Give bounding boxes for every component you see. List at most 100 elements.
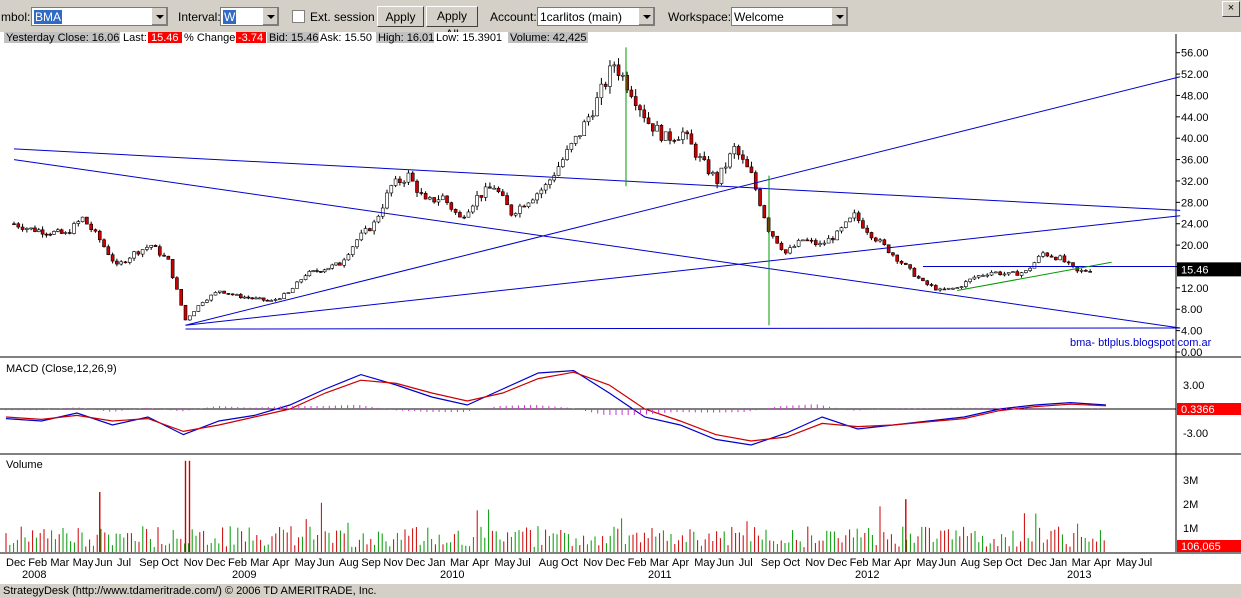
close-icon[interactable]: × bbox=[1222, 1, 1240, 17]
candle-body bbox=[303, 275, 308, 280]
chevron-down-icon[interactable] bbox=[831, 8, 847, 25]
candle-body bbox=[334, 262, 338, 266]
candle-body bbox=[265, 299, 270, 302]
apply-all-button[interactable]: Apply All bbox=[426, 6, 478, 41]
candle-body bbox=[976, 275, 981, 278]
status-bar: StrategyDesk (http://www.tdameritrade.co… bbox=[0, 584, 1241, 598]
account-combobox[interactable]: 1carlitos (main) bbox=[537, 7, 655, 26]
chevron-down-icon[interactable] bbox=[151, 8, 167, 25]
candle-body bbox=[432, 197, 436, 203]
ext-session-checkbox[interactable] bbox=[292, 10, 305, 23]
candle-body bbox=[40, 229, 45, 235]
candle-body bbox=[1054, 256, 1058, 261]
candle-body bbox=[959, 286, 964, 288]
candle-body bbox=[783, 249, 788, 254]
symbol-value: BMA bbox=[34, 10, 63, 24]
candle-body bbox=[1024, 270, 1028, 273]
apply-button[interactable]: Apply bbox=[377, 6, 424, 27]
candle-body bbox=[1049, 255, 1054, 258]
candle-body bbox=[350, 246, 355, 255]
candle-body bbox=[513, 213, 518, 216]
x-month-label: Feb bbox=[28, 557, 47, 569]
candle-body bbox=[792, 246, 797, 248]
candle-body bbox=[771, 231, 775, 237]
support-line bbox=[957, 261, 1112, 292]
candle-body bbox=[972, 276, 977, 280]
x-month-label: Jul bbox=[739, 557, 753, 569]
candle-body bbox=[393, 178, 398, 186]
candle-body bbox=[530, 199, 535, 204]
low-value: Low: 15.3901 bbox=[436, 32, 502, 44]
x-year-label: 2012 bbox=[855, 569, 879, 581]
candle-body bbox=[741, 154, 745, 160]
candle-body bbox=[466, 211, 471, 218]
candle-body bbox=[929, 284, 934, 286]
candle-body bbox=[801, 239, 805, 242]
candle-body bbox=[145, 247, 149, 250]
candle-body bbox=[633, 96, 638, 106]
y-tick-label: 4.00 bbox=[1181, 326, 1202, 338]
y-tick-label: 48.00 bbox=[1181, 90, 1209, 102]
candle-body bbox=[951, 287, 955, 290]
candle-body bbox=[254, 297, 258, 300]
candle-body bbox=[162, 254, 166, 257]
y-tick-label: 0.00 bbox=[1181, 347, 1202, 359]
candle-body bbox=[1045, 252, 1050, 257]
candle-body bbox=[307, 271, 312, 277]
candle-body bbox=[839, 227, 844, 232]
candle-body bbox=[29, 227, 33, 230]
x-month-label: Jul bbox=[517, 557, 531, 569]
x-month-label: Apr bbox=[472, 557, 489, 569]
candle-body bbox=[573, 135, 578, 144]
candle-body bbox=[196, 305, 201, 312]
candle-body bbox=[363, 228, 368, 234]
trendline bbox=[185, 327, 1181, 330]
volume-title: Volume bbox=[6, 459, 43, 471]
candle-body bbox=[261, 297, 266, 301]
candle-body bbox=[646, 117, 651, 124]
candle-body bbox=[1015, 271, 1020, 276]
x-year-label: 2010 bbox=[440, 569, 464, 581]
candle-body bbox=[376, 215, 381, 223]
symbol-combobox[interactable]: BMA bbox=[31, 7, 168, 26]
candle-body bbox=[882, 239, 887, 246]
candle-body bbox=[140, 249, 145, 255]
candle-body bbox=[788, 247, 792, 254]
workspace-value: Welcome bbox=[734, 10, 784, 24]
candle-body bbox=[878, 239, 882, 242]
x-month-label: Sep bbox=[983, 557, 1003, 569]
candle-body bbox=[702, 156, 707, 160]
candle-body bbox=[818, 243, 822, 246]
y-tick-label: 20.00 bbox=[1181, 240, 1209, 252]
x-month-label: Jun bbox=[938, 557, 956, 569]
interval-combobox[interactable]: W bbox=[220, 7, 279, 26]
candle-body bbox=[955, 287, 960, 289]
candle-body bbox=[938, 288, 942, 291]
candle-body bbox=[535, 193, 539, 201]
candle-body bbox=[998, 271, 1002, 276]
price-chart[interactable]: Yesterday Close: 16.06 Last: 15.46 % Cha… bbox=[0, 31, 1241, 584]
x-month-label: Apr bbox=[272, 557, 289, 569]
candle-body bbox=[295, 281, 299, 289]
candle-body bbox=[290, 288, 295, 293]
candle-body bbox=[500, 191, 505, 196]
candle-body bbox=[192, 311, 196, 317]
x-month-label: Jun bbox=[317, 557, 335, 569]
chevron-down-icon[interactable] bbox=[638, 8, 654, 25]
candle-body bbox=[518, 205, 522, 214]
candle-body bbox=[16, 223, 21, 228]
candle-body bbox=[269, 300, 274, 302]
candle-body bbox=[76, 221, 81, 224]
y-tick-label: 40.00 bbox=[1181, 133, 1209, 145]
candle-body bbox=[44, 233, 49, 236]
x-month-label: Dec bbox=[206, 557, 226, 569]
candle-body bbox=[213, 292, 218, 296]
chevron-down-icon[interactable] bbox=[262, 8, 278, 25]
macd-series-line bbox=[5, 371, 1107, 442]
x-month-label: Oct bbox=[783, 557, 800, 569]
candle-body bbox=[749, 166, 754, 173]
macd-tick-label: -3.00 bbox=[1183, 428, 1208, 440]
candle-body bbox=[745, 159, 749, 168]
workspace-combobox[interactable]: Welcome bbox=[731, 7, 848, 26]
candle-body bbox=[153, 245, 158, 247]
